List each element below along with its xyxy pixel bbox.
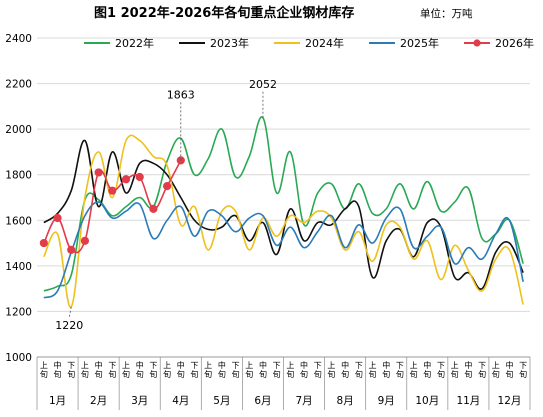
y-tick-label: 1800	[5, 170, 32, 182]
dekad-label: 中旬	[218, 360, 226, 379]
dekad-label: 下旬	[190, 361, 198, 379]
annotation-label: 2052	[249, 78, 277, 91]
y-tick-label: 1400	[5, 261, 32, 273]
month-label: 2月	[90, 395, 107, 407]
dekad-label: 中旬	[259, 360, 267, 379]
dekad-label: 上旬	[204, 361, 212, 379]
series-point	[162, 182, 172, 191]
y-tick-label: 1600	[5, 215, 32, 227]
axes: 10001200140016001800200022002400上旬中旬下旬上旬…	[5, 33, 531, 410]
dekad-label: 中旬	[136, 360, 144, 379]
month-label: 4月	[172, 395, 189, 407]
series-point	[39, 238, 48, 248]
legend: 2022年 2023年 2024年 2025年 2026年	[84, 36, 534, 50]
annotation-label: 1220	[55, 319, 83, 332]
dekad-label: 中旬	[54, 360, 62, 379]
dekad-label: 中旬	[505, 360, 513, 379]
legend-item: 2022年	[84, 36, 154, 50]
dekad-label: 中旬	[464, 360, 472, 379]
dekad-label: 上旬	[81, 361, 89, 379]
month-label: 7月	[295, 395, 312, 407]
legend-label: 2023年	[210, 36, 249, 50]
month-label: 5月	[213, 395, 230, 407]
dekad-label: 下旬	[355, 361, 363, 379]
dekad-label: 上旬	[163, 361, 171, 379]
dekad-label: 上旬	[245, 361, 253, 379]
legend-label: 2026年	[495, 36, 534, 50]
series-2024年	[43, 134, 524, 308]
series-point	[53, 213, 62, 223]
legend-marker	[473, 39, 481, 47]
dekad-label: 中旬	[95, 360, 103, 379]
month-label: 3月	[131, 395, 148, 407]
series-point	[121, 175, 131, 184]
series-point	[135, 172, 144, 182]
month-label: 12月	[498, 395, 522, 407]
series-layer	[39, 116, 524, 308]
dekad-label: 下旬	[108, 361, 116, 379]
dekad-label: 中旬	[423, 360, 431, 379]
series-line	[43, 116, 524, 292]
month-label: 9月	[378, 395, 395, 407]
dekad-label: 中旬	[382, 360, 390, 379]
legend-item: 2023年	[179, 36, 249, 50]
dekad-label: 下旬	[149, 361, 157, 379]
series-2026年	[39, 156, 185, 255]
dekad-label: 下旬	[519, 361, 527, 379]
dekad-label: 下旬	[314, 361, 322, 379]
dekad-label: 上旬	[286, 361, 294, 379]
dekad-label: 下旬	[273, 361, 281, 379]
y-tick-label: 2200	[5, 79, 32, 91]
annotation-leader	[68, 306, 72, 318]
series-2025年	[43, 201, 524, 299]
annotations: 1863 2052 1220	[55, 78, 277, 332]
series-line	[43, 201, 524, 299]
legend-item: 2024年	[274, 36, 344, 50]
dekad-label: 下旬	[437, 361, 445, 379]
series-point	[149, 204, 158, 213]
dekad-label: 上旬	[122, 361, 130, 379]
dekad-label: 上旬	[410, 361, 418, 379]
legend-label: 2022年	[115, 36, 154, 50]
dekad-label: 下旬	[396, 361, 404, 379]
month-label: 11月	[456, 395, 480, 407]
series-point	[108, 186, 117, 195]
month-label: 6月	[254, 395, 271, 407]
series-point	[80, 236, 90, 245]
dekad-label: 中旬	[341, 360, 349, 379]
series-2022年	[43, 116, 524, 292]
dekad-label: 上旬	[369, 361, 377, 379]
month-label: 8月	[337, 395, 354, 407]
unit-label: 单位：万吨	[420, 7, 473, 20]
dekad-label: 下旬	[478, 361, 486, 379]
legend-item: 2026年	[464, 36, 534, 50]
dekad-label: 上旬	[492, 361, 500, 379]
dekad-label: 下旬	[67, 361, 75, 379]
dekad-label: 上旬	[451, 361, 459, 379]
annotation-label: 1863	[167, 88, 195, 101]
dekad-label: 下旬	[232, 361, 240, 379]
dekad-label: 中旬	[300, 360, 308, 379]
dekad-label: 中旬	[177, 360, 185, 379]
y-tick-label: 2400	[5, 33, 32, 45]
y-tick-label: 1000	[5, 352, 32, 364]
legend-item: 2025年	[369, 36, 439, 50]
dekad-label: 上旬	[40, 361, 48, 379]
chart-title: 图1 2022年-2026年各旬重点企业钢材库存	[94, 5, 354, 21]
legend-label: 2025年	[400, 36, 439, 50]
y-tick-label: 1200	[5, 306, 32, 318]
y-tick-label: 2000	[5, 124, 32, 136]
month-label: 10月	[415, 395, 439, 407]
series-point	[94, 168, 103, 177]
legend-label: 2024年	[305, 36, 344, 50]
month-label: 1月	[49, 395, 66, 407]
series-point	[67, 245, 76, 255]
dekad-label: 上旬	[327, 361, 335, 379]
series-line	[43, 159, 182, 254]
series-line	[43, 134, 524, 308]
